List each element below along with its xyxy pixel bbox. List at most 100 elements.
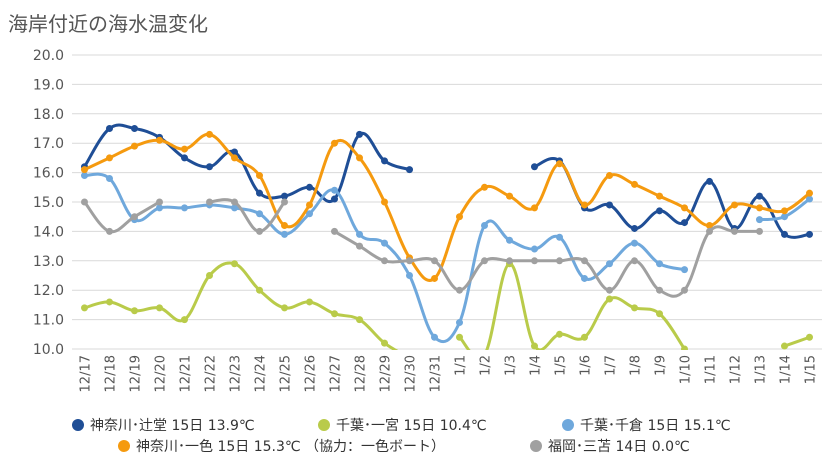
legend: 神奈川･辻堂 15日 13.9℃ 千葉･一宮 15日 10.4℃ 千葉･千倉 15日… bbox=[72, 418, 731, 455]
data-point bbox=[181, 154, 188, 162]
data-point bbox=[456, 333, 463, 341]
y-tick-label: 15.0 bbox=[33, 195, 64, 211]
data-point bbox=[106, 174, 113, 182]
data-point bbox=[731, 201, 738, 209]
x-tick-label: 1/4 bbox=[529, 355, 544, 376]
data-point bbox=[231, 148, 238, 156]
data-point bbox=[781, 213, 788, 221]
data-point bbox=[331, 139, 338, 147]
x-tick-label: 1/15 bbox=[804, 355, 819, 384]
data-point bbox=[631, 304, 638, 312]
y-tick-label: 18.0 bbox=[33, 107, 64, 123]
y-axis-ticks: 10.0 11.0 12.0 13.0 14.0 15.0 16.0 17.0 18.0 19.0… bbox=[33, 48, 64, 358]
legend-label: 神奈川･辻堂 15日 13.9℃ bbox=[90, 418, 255, 434]
data-point bbox=[756, 216, 763, 224]
data-point bbox=[531, 245, 538, 253]
data-point bbox=[556, 257, 563, 265]
data-point bbox=[181, 204, 188, 212]
x-tick-label: 1/1 bbox=[454, 355, 469, 376]
series-5 bbox=[81, 198, 763, 298]
data-point bbox=[681, 219, 688, 227]
data-point bbox=[481, 222, 488, 230]
data-point bbox=[581, 201, 588, 209]
data-point bbox=[806, 230, 813, 238]
data-point bbox=[231, 198, 238, 206]
data-point bbox=[356, 316, 363, 324]
legend-label: 神奈川･一色 15日 15.3℃ （協力：一色ボート） bbox=[136, 438, 445, 455]
legend-marker bbox=[530, 440, 542, 452]
series-line bbox=[533, 156, 810, 239]
data-point bbox=[206, 198, 213, 206]
data-point bbox=[156, 304, 163, 312]
data-point bbox=[406, 272, 413, 279]
x-tick-label: 12/22 bbox=[204, 355, 219, 392]
y-tick-label: 13.0 bbox=[33, 254, 64, 270]
data-point bbox=[206, 130, 213, 138]
data-point bbox=[306, 183, 313, 191]
data-point bbox=[81, 166, 88, 174]
x-tick-label: 12/26 bbox=[304, 355, 319, 392]
data-point bbox=[806, 195, 813, 203]
x-tick-label: 12/19 bbox=[129, 355, 144, 392]
x-tick-label: 1/6 bbox=[579, 355, 594, 376]
data-point bbox=[656, 260, 663, 268]
data-point bbox=[331, 227, 338, 235]
data-point bbox=[331, 310, 338, 318]
x-tick-label: 12/21 bbox=[179, 355, 194, 392]
data-point bbox=[756, 192, 763, 200]
y-tick-label: 14.0 bbox=[33, 224, 64, 240]
data-point bbox=[581, 333, 588, 341]
y-tick-label: 19.0 bbox=[33, 77, 64, 93]
data-point bbox=[331, 186, 338, 194]
data-point bbox=[806, 189, 813, 197]
data-point bbox=[681, 266, 688, 274]
data-point bbox=[181, 316, 188, 324]
y-tick-label: 11.0 bbox=[33, 313, 64, 329]
x-tick-label: 1/13 bbox=[754, 355, 769, 384]
data-point bbox=[781, 342, 788, 350]
data-point bbox=[531, 342, 538, 350]
data-point bbox=[431, 333, 438, 341]
data-point bbox=[656, 192, 663, 200]
data-point bbox=[81, 198, 88, 206]
data-point bbox=[356, 130, 363, 138]
data-point bbox=[281, 222, 288, 230]
x-tick-label: 12/30 bbox=[404, 355, 419, 392]
data-point bbox=[256, 227, 263, 235]
series-4 bbox=[81, 130, 813, 282]
x-tick-label: 12/29 bbox=[379, 355, 394, 392]
data-point bbox=[381, 198, 388, 206]
data-point bbox=[306, 201, 313, 209]
data-point bbox=[581, 274, 588, 282]
data-point bbox=[306, 210, 313, 218]
data-point bbox=[606, 201, 613, 209]
y-tick-label: 20.0 bbox=[33, 48, 64, 64]
data-point bbox=[556, 330, 563, 338]
x-tick-label: 1/8 bbox=[629, 355, 644, 376]
data-point bbox=[481, 183, 488, 191]
data-point bbox=[806, 333, 813, 341]
legend-item: 千葉･千倉 15日 15.1℃ bbox=[562, 418, 731, 434]
data-point bbox=[606, 260, 613, 268]
data-point bbox=[606, 295, 613, 303]
data-point bbox=[231, 154, 238, 162]
data-point bbox=[631, 257, 638, 265]
x-tick-label: 1/11 bbox=[704, 355, 719, 384]
series-lines bbox=[81, 123, 813, 350]
data-point bbox=[131, 213, 138, 221]
x-tick-label: 12/20 bbox=[154, 355, 169, 392]
data-point bbox=[106, 154, 113, 162]
x-tick-label: 1/2 bbox=[479, 355, 494, 376]
x-tick-label: 1/14 bbox=[779, 355, 794, 384]
series-2 bbox=[81, 260, 813, 350]
data-point bbox=[631, 224, 638, 232]
data-point bbox=[431, 257, 438, 265]
data-point bbox=[131, 142, 138, 150]
x-tick-label: 1/12 bbox=[729, 355, 744, 384]
data-point bbox=[356, 230, 363, 238]
legend-marker bbox=[118, 440, 130, 452]
data-point bbox=[706, 222, 713, 230]
data-point bbox=[406, 166, 413, 174]
data-point bbox=[106, 125, 113, 132]
